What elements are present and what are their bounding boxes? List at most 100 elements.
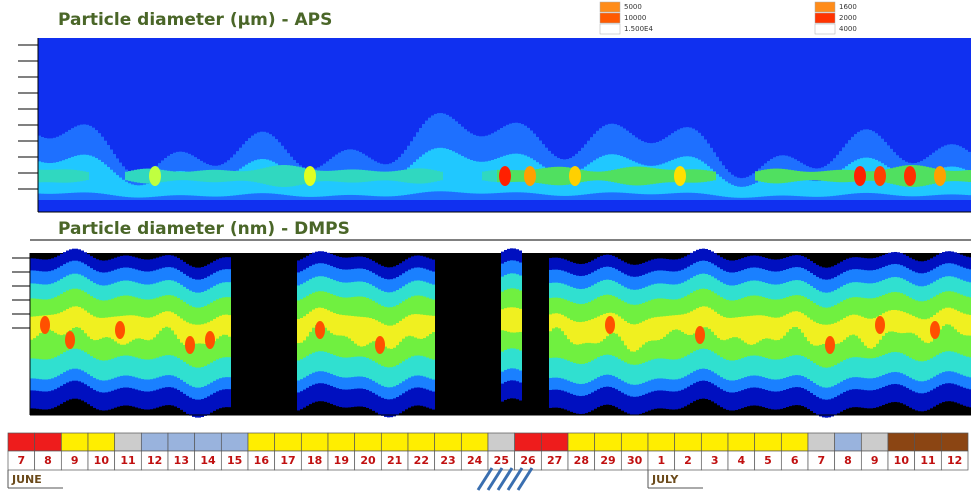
day-label: 26 (520, 454, 536, 467)
heat-cell (323, 170, 326, 182)
heat-cell (815, 181, 818, 197)
day-color (460, 432, 489, 452)
heat-cell (360, 316, 363, 347)
heat-cell (600, 315, 603, 342)
heat-cell (800, 171, 803, 181)
heat-cell (467, 158, 470, 194)
heat-cell (899, 166, 902, 186)
heat-cell (101, 162, 104, 194)
day-color (7, 432, 36, 452)
heat-cell (654, 317, 657, 341)
heat-cell (662, 169, 665, 183)
heat-cell (437, 147, 440, 192)
heat-cell (921, 319, 924, 341)
heat-cell (743, 186, 746, 198)
heat-cell (296, 177, 299, 197)
heat-cell (801, 313, 804, 333)
heat-cell (561, 314, 564, 332)
heat-cell (785, 173, 788, 196)
heat-cell (396, 323, 399, 346)
heat-cell (153, 316, 156, 338)
heat-cell (366, 317, 369, 345)
heat-cell (386, 171, 389, 181)
heat-cell (839, 170, 842, 196)
heat-cell (738, 316, 741, 339)
day-cell (940, 450, 969, 471)
heat-cell (578, 170, 581, 196)
legend-swatch (814, 1, 836, 13)
heat-cell (713, 171, 716, 196)
heat-cell (125, 171, 128, 181)
day-color (220, 432, 249, 452)
heat-cell (758, 170, 761, 182)
day-label: 2 (684, 454, 692, 467)
heat-cell (347, 169, 350, 183)
heat-cell (33, 316, 36, 339)
heat-cell (873, 318, 876, 348)
heat-cell (912, 315, 915, 334)
heat-cell (728, 183, 731, 198)
heat-cell (230, 174, 233, 196)
heat-cell (711, 309, 714, 332)
heat-cell (411, 314, 414, 337)
heat-cell (744, 316, 747, 343)
heat-cell (191, 173, 194, 196)
day-color (300, 432, 329, 452)
heat-cell (909, 314, 912, 333)
heat-cell (399, 320, 402, 342)
heat-cell (723, 317, 726, 341)
day-color (114, 432, 142, 452)
day-color (60, 432, 89, 452)
heat-cell (233, 171, 236, 181)
heat-cell (216, 317, 219, 339)
heat-cell (789, 312, 792, 330)
heat-cell (440, 171, 443, 181)
heat-cell (284, 165, 287, 187)
heat-cell (813, 321, 816, 346)
heat-cell (779, 173, 782, 196)
heat-cell (624, 321, 627, 346)
heat-cell (554, 166, 557, 186)
heat-cell (558, 313, 561, 329)
day-label: 8 (44, 454, 52, 467)
heat-cell (341, 170, 344, 196)
heat-cell (393, 324, 396, 348)
day-label: 11 (120, 454, 135, 467)
heat-cell (732, 317, 735, 338)
heat-cell (890, 168, 893, 184)
heat-cell (60, 312, 63, 336)
heat-cell (221, 170, 224, 182)
heat-cell (848, 169, 851, 183)
heat-cell (51, 314, 54, 331)
panel-title: Particle diameter (nm) - DMPS (58, 219, 350, 239)
heat-cell (395, 170, 398, 182)
heat-cell (545, 167, 548, 185)
heat-cell (131, 184, 134, 198)
heat-cell (815, 171, 818, 181)
heat-cell (135, 315, 138, 339)
heat-cell (795, 311, 798, 328)
heat-cell (726, 317, 729, 340)
heat-cell (476, 161, 479, 194)
heat-cell (413, 168, 416, 184)
calendar: 7 8 9 10 11 12 13 14 15 16 17 18 19 20 21 22 23 24 25 26 27 2… (7, 432, 969, 489)
heat-cell (129, 315, 132, 342)
heat-cell (228, 315, 231, 337)
heat-cell (378, 321, 381, 343)
day-color (807, 432, 836, 452)
heat-cell (593, 171, 596, 181)
heat-cell (797, 170, 800, 182)
heat-cell (359, 169, 362, 183)
heat-cell (320, 170, 323, 182)
heat-cell (966, 314, 969, 336)
heat-cell (548, 167, 551, 185)
heat-cell (773, 168, 776, 184)
heat-cell (75, 306, 78, 328)
heat-cell (695, 169, 698, 183)
heat-cell (897, 310, 900, 333)
heat-cell (387, 325, 390, 349)
heat-cell (83, 171, 86, 181)
heat-cell (104, 164, 107, 195)
heat-cell (179, 170, 182, 196)
heat-cell (579, 322, 582, 345)
